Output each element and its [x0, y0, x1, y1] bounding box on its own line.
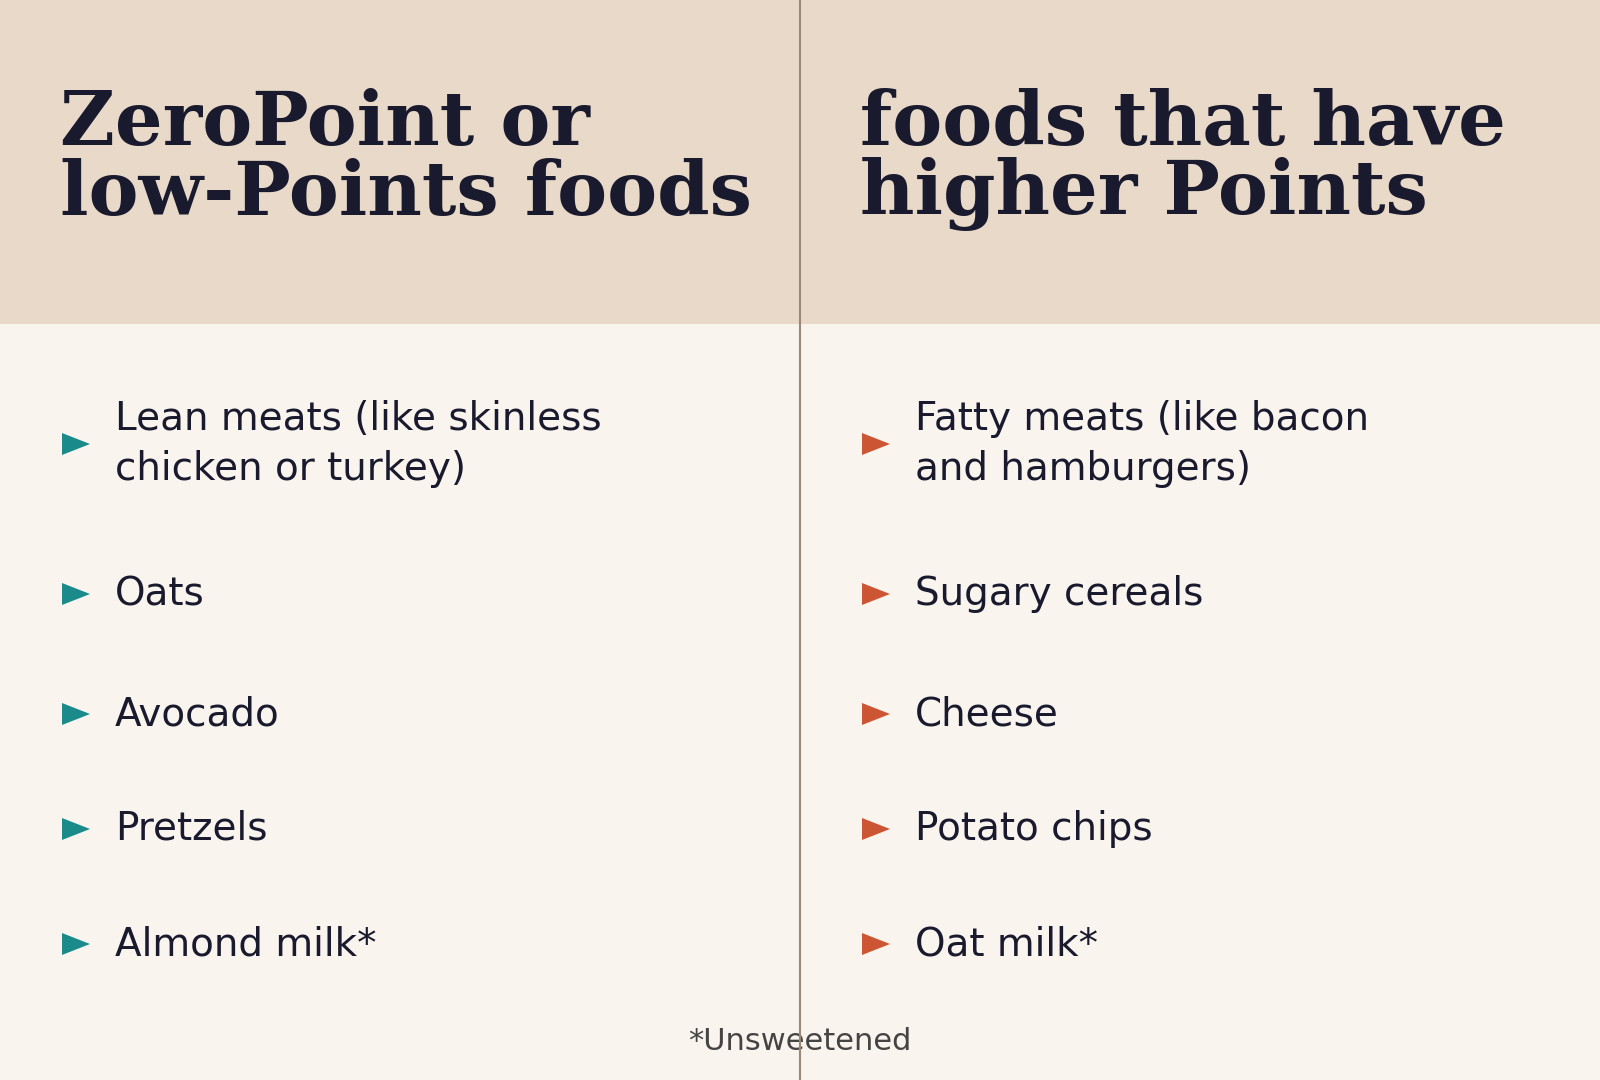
Text: Pretzels: Pretzels: [115, 810, 267, 848]
Text: Avocado: Avocado: [115, 696, 280, 733]
Polygon shape: [62, 818, 90, 840]
Text: Oat milk*: Oat milk*: [915, 924, 1098, 963]
Text: higher Points: higher Points: [861, 157, 1427, 231]
Text: low-Points foods: low-Points foods: [61, 158, 752, 230]
Polygon shape: [62, 583, 90, 605]
Polygon shape: [862, 933, 890, 955]
Text: Lean meats (like skinless
chicken or turkey): Lean meats (like skinless chicken or tur…: [115, 400, 602, 488]
Polygon shape: [62, 703, 90, 725]
Polygon shape: [862, 818, 890, 840]
Text: Fatty meats (like bacon
and hamburgers): Fatty meats (like bacon and hamburgers): [915, 400, 1370, 488]
Text: Cheese: Cheese: [915, 696, 1059, 733]
Bar: [0, 0, 1600, 324]
Polygon shape: [62, 933, 90, 955]
Polygon shape: [862, 703, 890, 725]
Polygon shape: [62, 433, 90, 455]
Text: foods that have: foods that have: [861, 87, 1506, 161]
Text: *Unsweetened: *Unsweetened: [688, 1027, 912, 1056]
Polygon shape: [862, 433, 890, 455]
Text: ZeroPoint or: ZeroPoint or: [61, 87, 590, 161]
Bar: [0, 324, 1600, 1080]
Polygon shape: [862, 583, 890, 605]
Text: Almond milk*: Almond milk*: [115, 924, 376, 963]
Text: Sugary cereals: Sugary cereals: [915, 575, 1203, 613]
Text: Oats: Oats: [115, 575, 205, 613]
Text: Potato chips: Potato chips: [915, 810, 1152, 848]
